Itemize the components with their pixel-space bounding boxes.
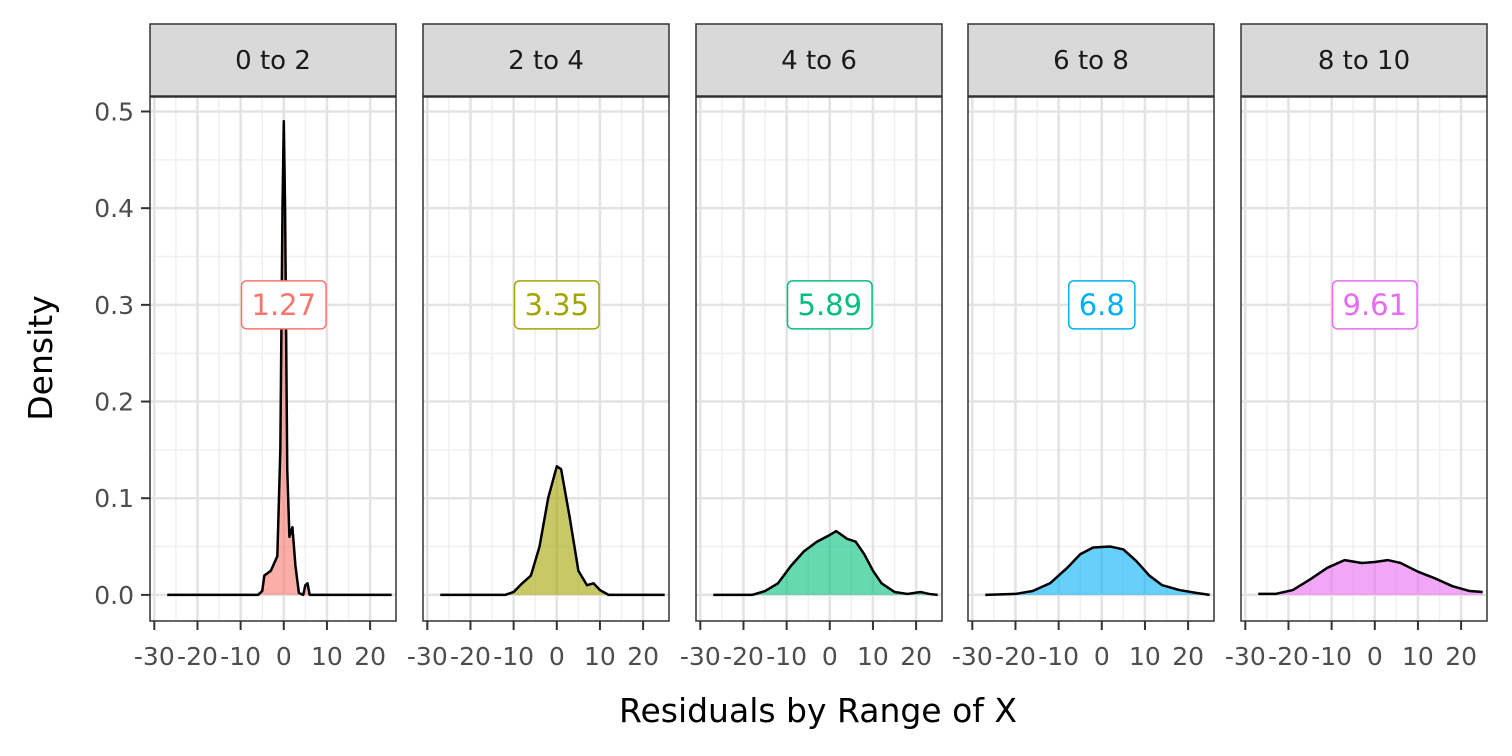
- panel-border: [149, 96, 397, 622]
- facet-panels: 0 to 21.27-30 -20 -10 0 10 202 to 43.35-30 -20…: [134, 23, 1488, 671]
- y-tick-label: 0.3: [94, 291, 134, 320]
- y-axis: 0.0 0.1 0.2 0.3 0.4 0.5: [94, 98, 150, 610]
- x-tick-label: 0: [549, 642, 565, 671]
- group-mean-label: 3.35: [525, 288, 590, 322]
- x-tick-label: 20: [900, 642, 932, 671]
- facet-strip: [149, 23, 397, 97]
- density-line: [985, 545, 1210, 597]
- panel-border: [967, 96, 1215, 622]
- density-area: [1258, 560, 1483, 595]
- x-axis-title: Residuals by Range of X: [619, 691, 1017, 730]
- x-tick-label: 20: [1172, 642, 1204, 671]
- x-tick-label: -20: [450, 642, 491, 671]
- facet-strip: [422, 23, 670, 97]
- group-mean-label-box: [513, 280, 600, 330]
- facet-strip: [1240, 23, 1488, 97]
- y-tick-label: 0.1: [94, 484, 134, 513]
- density-line: [167, 119, 392, 597]
- density-area: [713, 531, 938, 595]
- x-tick-label: -10: [493, 642, 534, 671]
- x-tick-label: 20: [354, 642, 386, 671]
- group-mean-label: 6.8: [1079, 288, 1125, 322]
- group-mean-label-box: [1331, 280, 1418, 330]
- facet-strip: [695, 23, 943, 97]
- density-line: [713, 529, 938, 597]
- x-tick-label: -20: [177, 642, 218, 671]
- x-tick-label: -20: [723, 642, 764, 671]
- x-tick-label: 0: [822, 642, 838, 671]
- facet-panel-3: 4 to 6 5.89 -30 -20 -10 0 10 20: [680, 23, 943, 671]
- group-mean-label: 5.89: [798, 288, 863, 322]
- facet-strip-label: 4 to 6: [781, 46, 857, 76]
- x-tick-label: -30: [680, 642, 721, 671]
- x-tick-label: 10: [1129, 642, 1161, 671]
- facet-strip: [967, 23, 1215, 97]
- x-tick-label: 10: [1402, 642, 1434, 671]
- group-mean-label-box: [240, 280, 327, 330]
- facet-strip-label: 8 to 10: [1318, 46, 1410, 76]
- density-area: [985, 546, 1210, 595]
- facet-strip-label: 2 to 4: [508, 46, 584, 76]
- y-tick-label: 0.2: [94, 388, 134, 417]
- x-tick-label: 20: [627, 642, 659, 671]
- panel-background: [696, 97, 942, 621]
- x-tick-label: -10: [1311, 642, 1352, 671]
- x-tick-label: -10: [220, 642, 261, 671]
- x-tick-label: -30: [1225, 642, 1266, 671]
- x-tick-label: -10: [766, 642, 807, 671]
- y-tick-label: 0.0: [94, 581, 134, 610]
- x-tick-label: 10: [311, 642, 343, 671]
- facet-panel-2: 2 to 4 3.35 -30 -20 -10 0 10 20: [407, 23, 670, 671]
- x-tick-label: 0: [1367, 642, 1383, 671]
- x-tick-label: -20: [1268, 642, 1309, 671]
- density-line: [1258, 558, 1483, 596]
- panel-border: [695, 96, 943, 622]
- density-line: [440, 465, 665, 597]
- facet-panel-1: 0 to 2 1.27 -30 -20 -10 0 10 20: [134, 23, 397, 671]
- y-tick-label: 0.5: [94, 98, 134, 127]
- x-tick-label: -30: [134, 642, 175, 671]
- panel-border: [1240, 96, 1488, 622]
- x-tick-label: -30: [952, 642, 993, 671]
- panel-background: [968, 97, 1214, 621]
- facet-panel-4: 6 to 8 6.8 -30 -20 -10 0 10 20: [952, 23, 1215, 671]
- x-tick-label: -20: [995, 642, 1036, 671]
- x-tick-label: 0: [276, 642, 292, 671]
- group-mean-label-box: [1067, 280, 1136, 330]
- panel-background: [1241, 97, 1487, 621]
- facet-strip-label: 0 to 2: [235, 46, 311, 76]
- facet-strip-label: 6 to 8: [1053, 46, 1129, 76]
- group-mean-label: 1.27: [252, 288, 317, 322]
- x-tick-label: 0: [1094, 642, 1110, 671]
- density-area: [440, 466, 665, 595]
- group-mean-label: 9.61: [1343, 288, 1408, 322]
- x-tick-label: -30: [407, 642, 448, 671]
- x-tick-label: 10: [857, 642, 889, 671]
- group-mean-label-box: [786, 280, 873, 330]
- y-axis-title: Density: [21, 295, 60, 420]
- panel-background: [150, 97, 396, 621]
- panel-border: [422, 96, 670, 622]
- x-tick-label: 20: [1445, 642, 1477, 671]
- x-tick-label: -10: [1038, 642, 1079, 671]
- y-tick-label: 0.4: [94, 194, 134, 223]
- facet-panel-5: 8 to 10 9.61 -30 -20 -10 0 10 20: [1225, 23, 1488, 671]
- x-tick-label: 10: [584, 642, 616, 671]
